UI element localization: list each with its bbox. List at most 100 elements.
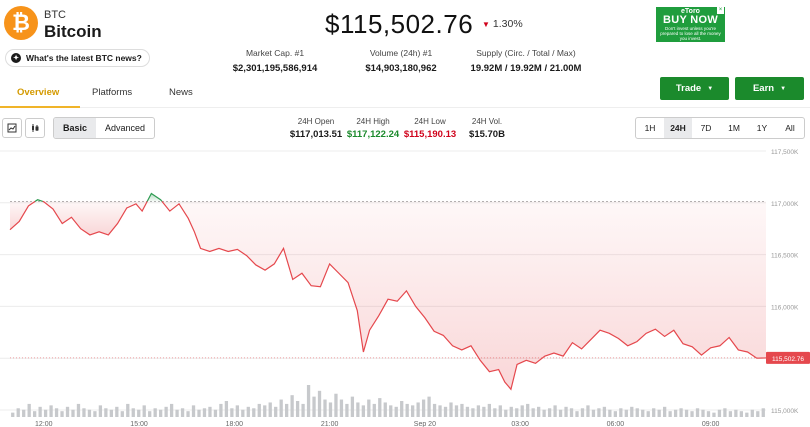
basic-view-button[interactable]: Basic	[54, 118, 97, 138]
volume-bar	[175, 409, 179, 417]
volume-bar	[372, 403, 376, 417]
range-1h-button[interactable]: 1H	[644, 123, 656, 133]
volume-bar	[504, 409, 508, 417]
volume-bar	[673, 409, 678, 417]
volume-bar	[531, 408, 535, 417]
volume-bar	[613, 411, 617, 417]
volume-bar	[120, 411, 124, 417]
volume-bar	[706, 411, 711, 417]
tab-news[interactable]: News	[169, 87, 193, 98]
volume-bar	[16, 408, 20, 417]
x-tick-label: Sep 20	[414, 421, 436, 427]
volume-bar	[197, 409, 201, 417]
volume-bar	[126, 403, 130, 417]
ad-close-icon[interactable]: ×	[717, 7, 724, 14]
volume-bar	[49, 405, 53, 417]
volume-bar	[580, 408, 585, 417]
metric-label: 24H Open	[297, 117, 335, 126]
volume-bar	[421, 399, 426, 417]
volume-bar	[668, 411, 672, 417]
stat-label: Market Cap. #1	[245, 48, 305, 58]
volume-bar	[186, 411, 190, 417]
metric-low: 24H Low $115,190.13	[398, 117, 462, 140]
range-24h-button[interactable]: 24H	[664, 118, 692, 138]
range-all-button[interactable]: All	[785, 123, 795, 133]
volume-bar	[339, 399, 344, 417]
volume-bar	[427, 396, 431, 417]
volume-bar	[520, 405, 524, 417]
volume-bar	[717, 409, 722, 417]
volume-bar	[575, 411, 579, 417]
ad-headline: BUY NOW	[662, 14, 719, 26]
volume-bar	[98, 405, 103, 417]
coin-name: Bitcoin	[44, 22, 102, 41]
volume-bar	[131, 408, 135, 417]
volume-bar	[723, 408, 727, 417]
advertisement-banner[interactable]: eToro BUY NOW Don't invest unless you're…	[656, 7, 725, 42]
trade-button[interactable]: Trade ▼	[660, 77, 729, 100]
chevron-down-icon: ▼	[780, 85, 787, 92]
volume-bar	[394, 406, 398, 417]
volume-bar	[608, 409, 612, 417]
volume-stat: Volume (24h) #1 $14,903,180,962	[331, 48, 471, 74]
volume-bar	[542, 409, 546, 417]
volume-bar	[663, 406, 667, 417]
volume-bar	[208, 406, 212, 417]
price-change: ▼ 1.30%	[482, 18, 523, 30]
volume-bar	[306, 385, 311, 417]
tab-platforms[interactable]: Platforms	[92, 87, 133, 98]
volume-bar	[285, 403, 289, 417]
volume-bar	[526, 403, 530, 417]
volume-bar	[635, 408, 639, 417]
volume-bar	[569, 408, 574, 417]
range-7d-button[interactable]: 7D	[700, 123, 712, 133]
price-line-down	[42, 200, 148, 236]
metric-label: 24H Vol.	[471, 117, 503, 126]
metric-high: 24H High $117,122.24	[341, 117, 405, 140]
volume-bar	[323, 399, 327, 417]
range-1y-button[interactable]: 1Y	[756, 123, 768, 133]
latest-news-button[interactable]: ✦ What's the latest BTC news?	[5, 49, 150, 67]
volume-bar	[367, 399, 371, 417]
volume-bar	[471, 408, 475, 417]
volume-bar	[509, 406, 513, 417]
volume-bar	[739, 411, 743, 417]
range-1m-button[interactable]: 1M	[728, 123, 740, 133]
volume-bar	[60, 411, 64, 417]
volume-bar	[274, 406, 278, 417]
y-tick-label: 117,000K	[771, 201, 799, 208]
x-tick-label: 09:00	[702, 421, 720, 427]
bitcoin-logo-icon: ₿	[4, 6, 38, 40]
volume-bar	[180, 408, 185, 417]
volume-bar	[515, 408, 519, 417]
volume-bar	[301, 403, 305, 417]
volume-bar	[476, 405, 481, 417]
y-tick-label: 116,000K	[771, 304, 799, 311]
metric-open: 24H Open $117,013.51	[284, 117, 348, 140]
volume-bar	[317, 390, 322, 417]
advanced-view-button[interactable]: Advanced	[105, 123, 146, 133]
stat-label: Volume (24h) #1	[369, 48, 433, 58]
volume-bar	[11, 412, 15, 417]
ohlc-icon[interactable]	[25, 118, 45, 138]
volume-bar	[87, 409, 92, 417]
earn-button[interactable]: Earn ▼	[735, 77, 804, 100]
volume-bar	[641, 409, 645, 417]
price-line-down	[9, 200, 36, 231]
metric-value: $115,190.13	[403, 129, 457, 140]
y-tick-label: 115,000K	[771, 408, 799, 415]
volume-bar	[378, 398, 382, 417]
volume-bar	[33, 411, 37, 417]
active-tab-indicator	[0, 106, 80, 108]
volume-bar	[646, 411, 650, 417]
tab-overview[interactable]: Overview	[17, 87, 60, 98]
price-chart[interactable]: 117,500K117,000K116,500K116,000K115,500K…	[0, 145, 810, 427]
latest-news-label: What's the latest BTC news?	[26, 53, 142, 63]
stat-value: $14,903,180,962	[365, 63, 437, 74]
volume-bar	[498, 405, 502, 417]
volume-bar	[586, 405, 590, 417]
trade-button-label: Trade	[675, 83, 702, 94]
candlestick-icon[interactable]	[2, 118, 22, 138]
volume-bar	[728, 411, 733, 417]
volume-bar	[460, 403, 464, 417]
